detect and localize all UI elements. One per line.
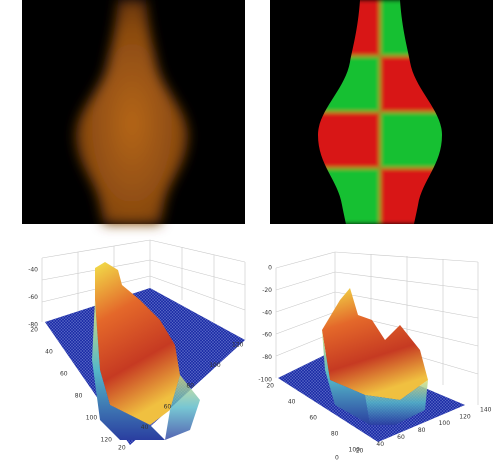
y-tick-label: 80 bbox=[331, 431, 339, 438]
y-tick-label: 60 bbox=[309, 415, 317, 422]
surface-plot bbox=[276, 252, 478, 442]
x-tick-label: 20 bbox=[118, 445, 126, 452]
y-tick-label: 100 bbox=[86, 415, 98, 422]
surface-plot bbox=[42, 240, 245, 445]
x-tick-label: 120 bbox=[232, 342, 244, 349]
z-tick-label: -40 bbox=[262, 309, 272, 316]
z-tick-label: -80 bbox=[262, 354, 272, 361]
x-tick-label: 40 bbox=[376, 441, 384, 448]
x-tick-label: 140 bbox=[480, 407, 492, 414]
x-tick-label: 60 bbox=[397, 434, 405, 441]
z-tick-label: -60 bbox=[262, 332, 272, 339]
figure: -40 -60 -80 20 40 60 80 100 120 20 40 60 80 100 120 0 -2… bbox=[0, 0, 493, 464]
vase-render bbox=[22, 0, 245, 224]
y-tick-label: 80 bbox=[75, 393, 83, 400]
z-tick-label: -60 bbox=[28, 294, 38, 301]
y-tick-label: 20 bbox=[266, 383, 274, 390]
y-tick-label: 60 bbox=[60, 371, 68, 378]
x-tick-label: 40 bbox=[141, 424, 149, 431]
x-tick-label: 120 bbox=[459, 413, 471, 420]
z-tick-label: -40 bbox=[28, 267, 38, 274]
x-tick-label: 100 bbox=[439, 420, 451, 427]
z-tick-label: 0 bbox=[268, 265, 272, 272]
x-tick-label: 100 bbox=[209, 362, 221, 369]
x-tick-label: 0 bbox=[335, 455, 339, 462]
y-tick-label: 20 bbox=[30, 327, 38, 334]
y-tick-label: 120 bbox=[101, 437, 113, 444]
y-tick-label: 40 bbox=[45, 349, 53, 356]
x-tick-label: 80 bbox=[186, 383, 194, 390]
vase-checker-render bbox=[270, 0, 493, 224]
y-tick-label: 40 bbox=[288, 399, 296, 406]
x-tick-label: 20 bbox=[356, 448, 364, 455]
x-tick-label: 60 bbox=[164, 403, 172, 410]
x-tick-label: 80 bbox=[418, 427, 426, 434]
z-tick-label: -20 bbox=[262, 287, 272, 294]
